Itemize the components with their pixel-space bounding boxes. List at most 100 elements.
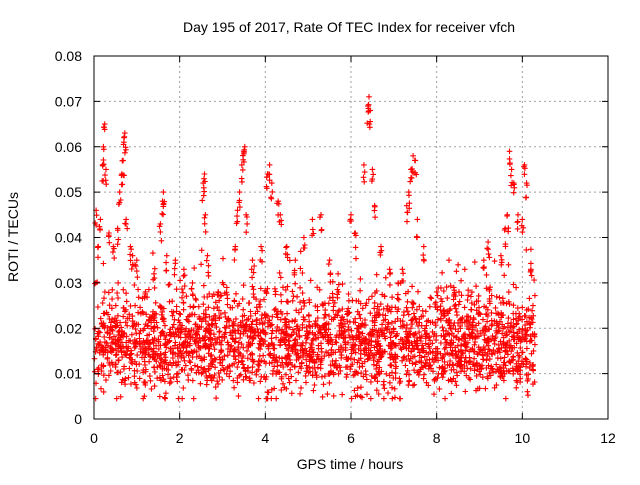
data-point [173,303,180,310]
data-point [92,326,98,332]
data-point [166,281,173,288]
data-point [134,385,140,391]
data-point [100,143,107,150]
data-point [113,302,119,309]
data-point [132,302,138,309]
data-point [223,289,230,296]
data-point [257,298,263,304]
data-point [185,372,191,378]
data-point [345,291,352,297]
data-point [116,189,123,195]
data-point [342,334,349,340]
data-point [414,216,421,223]
data-point [123,333,130,340]
data-point [501,354,508,361]
data-point [200,301,207,307]
data-point [144,332,150,339]
data-point [199,197,206,204]
data-point [441,368,447,374]
data-point [269,180,275,186]
data-point [363,322,369,328]
data-point [522,355,529,362]
data-point [152,369,158,375]
data-point [160,211,166,218]
data-point [162,322,168,329]
data-point [439,374,446,380]
data-point [150,276,156,283]
data-point [171,265,178,272]
data-point [309,346,315,353]
data-point [359,360,365,367]
data-point [370,171,376,178]
data-point [178,355,185,361]
data-point [109,305,115,312]
data-point [201,294,207,300]
data-point [522,332,528,338]
data-point [160,376,167,382]
data-point [339,314,345,321]
data-point [227,304,234,311]
data-point [175,333,182,339]
data-point [509,345,516,351]
data-point [385,390,391,396]
data-point [415,288,421,295]
data-point [341,329,348,335]
data-point [326,257,333,263]
data-point [410,153,416,159]
data-point [163,366,170,372]
data-point [107,362,113,368]
data-point [528,272,535,279]
data-point [292,257,299,263]
data-point [205,269,211,276]
data-point [361,162,367,168]
data-point [109,296,115,302]
data-point [314,284,320,291]
data-point [336,281,342,288]
data-point [365,352,371,359]
data-point [147,378,154,384]
data-point [432,322,439,328]
data-point [121,172,127,179]
data-point [283,243,290,250]
data-point [508,172,514,179]
data-point [140,327,146,333]
data-point [113,323,120,329]
data-point [131,367,138,374]
data-point [158,304,165,311]
data-point [493,294,500,300]
data-point [425,341,432,348]
data-point [95,243,102,250]
data-point [368,342,374,349]
data-point [519,304,526,311]
data-point [224,318,230,325]
data-point [251,380,257,386]
data-point [509,333,515,340]
data-point [452,302,459,308]
data-point [468,293,474,300]
data-point [438,296,444,302]
data-point [175,353,181,359]
data-point [377,252,384,258]
data-point [109,347,116,353]
data-point [441,359,448,365]
data-point [515,305,521,311]
data-point [524,345,530,352]
data-point [282,341,289,348]
data-point [413,359,419,366]
data-point [166,380,173,386]
data-point [387,354,393,361]
data-point [441,313,447,319]
data-point [347,319,353,325]
data-point [268,195,275,202]
data-point [245,355,251,362]
data-point [134,352,140,358]
data-point [394,295,401,302]
data-point [342,339,349,346]
data-point [434,349,441,355]
data-point [215,381,221,387]
data-point [224,292,230,298]
data-point [231,298,238,305]
data-point [120,313,126,320]
data-point [398,323,404,330]
data-point [501,377,507,384]
